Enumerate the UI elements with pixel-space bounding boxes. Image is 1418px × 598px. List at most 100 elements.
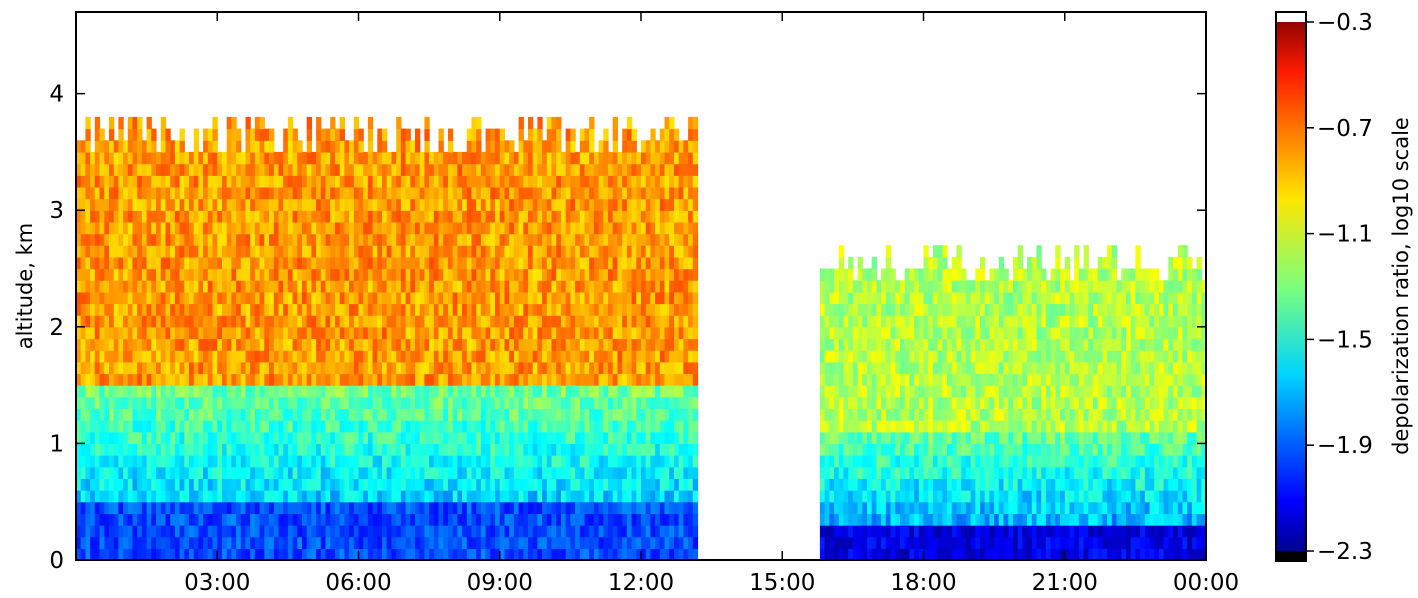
heatmap-cell (589, 233, 595, 246)
heatmap-cell (495, 338, 501, 351)
heatmap-cell (382, 198, 388, 211)
heatmap-cell (537, 221, 543, 235)
heatmap-cell (278, 233, 284, 246)
heatmap-cell (316, 396, 322, 410)
heatmap-cell (156, 151, 162, 165)
heatmap-cell (561, 175, 567, 188)
heatmap-cell (490, 221, 496, 235)
heatmap-cell (386, 455, 392, 468)
heatmap-cell (528, 291, 534, 305)
heatmap-cell (80, 501, 86, 514)
heatmap-cell (278, 151, 284, 165)
heatmap-cell (669, 303, 675, 316)
heatmap-cell (386, 408, 392, 421)
heatmap-cell (570, 221, 576, 235)
heatmap-cell (532, 326, 538, 340)
heatmap-cell (123, 233, 129, 246)
heatmap-cell (283, 140, 289, 153)
heatmap-cell (499, 186, 505, 200)
heatmap-cell (504, 163, 510, 176)
heatmap-cell (297, 513, 303, 526)
heatmap-cell (537, 326, 543, 340)
heatmap-cell (518, 548, 524, 560)
heatmap-cell (405, 361, 411, 375)
heatmap-cell (302, 431, 308, 444)
heatmap-cell (843, 513, 849, 526)
heatmap-cell (593, 280, 600, 293)
heatmap-cell (462, 548, 468, 560)
heatmap-cell (320, 326, 327, 340)
heatmap-cell (626, 385, 633, 398)
heatmap-cell (509, 291, 515, 305)
heatmap-cell (499, 455, 505, 468)
heatmap-cell (80, 326, 86, 340)
heatmap-cell (367, 315, 374, 328)
heatmap-cell (532, 233, 538, 246)
heatmap-cell (674, 326, 680, 340)
heatmap-cell (141, 443, 148, 456)
heatmap-cell (438, 548, 444, 560)
heatmap-cell (429, 350, 435, 363)
heatmap-cell (236, 256, 242, 270)
heatmap-cell (636, 490, 642, 503)
heatmap-cell (264, 548, 270, 560)
heatmap-cell (495, 420, 501, 433)
heatmap-cell (532, 466, 538, 479)
heatmap-cell (415, 420, 421, 433)
heatmap-cell (250, 373, 256, 386)
heatmap-cell (551, 373, 557, 386)
heatmap-cell (297, 466, 303, 479)
heatmap-cell (325, 513, 331, 526)
heatmap-cell (287, 338, 294, 351)
heatmap-cell (641, 140, 647, 153)
heatmap-cell (513, 490, 520, 503)
heatmap-cell (240, 221, 247, 235)
heatmap-cell (132, 501, 138, 514)
heatmap-cell (174, 385, 181, 398)
heatmap-cell (480, 350, 487, 363)
heatmap-cell (636, 443, 642, 456)
heatmap-cell (438, 455, 444, 468)
heatmap-cell (551, 536, 557, 549)
heatmap-cell (264, 408, 270, 421)
heatmap-cell (513, 466, 520, 479)
heatmap-cell (85, 280, 91, 293)
heatmap-cell (382, 221, 388, 235)
heatmap-cell (565, 163, 571, 176)
heatmap-cell (240, 303, 247, 316)
heatmap-cell (127, 396, 134, 410)
heatmap-cell (283, 443, 289, 456)
heatmap-cell (593, 548, 600, 560)
heatmap-cell (608, 151, 614, 165)
heatmap-cell (664, 210, 670, 223)
heatmap-cell (137, 233, 143, 246)
heatmap-cell (264, 315, 270, 328)
heatmap-cell (344, 443, 350, 456)
heatmap-cell (240, 385, 247, 398)
heatmap-cell (80, 490, 86, 503)
heatmap-cell (485, 431, 491, 444)
heatmap-cell (254, 396, 261, 410)
heatmap-cell (495, 163, 501, 176)
heatmap-cell (561, 186, 567, 200)
heatmap-cell (320, 268, 327, 281)
heatmap-cell (113, 175, 119, 188)
heatmap-cell (645, 198, 651, 211)
heatmap-cell (151, 140, 157, 153)
heatmap-cell (179, 443, 185, 456)
heatmap-cell (254, 128, 261, 141)
heatmap-cell (245, 245, 251, 258)
heatmap-cell (269, 163, 275, 176)
heatmap-cell (330, 431, 336, 444)
heatmap-cell (476, 490, 482, 503)
heatmap-cell (118, 513, 124, 526)
heatmap-cell (222, 175, 228, 188)
heatmap-cell (363, 326, 369, 340)
heatmap-cell (325, 186, 331, 200)
heatmap-cell (127, 490, 134, 503)
heatmap-cell (245, 140, 251, 153)
heatmap-cell (212, 548, 218, 560)
heatmap-cell (848, 513, 854, 526)
heatmap-cell (386, 536, 392, 549)
heatmap-cell (626, 361, 633, 375)
